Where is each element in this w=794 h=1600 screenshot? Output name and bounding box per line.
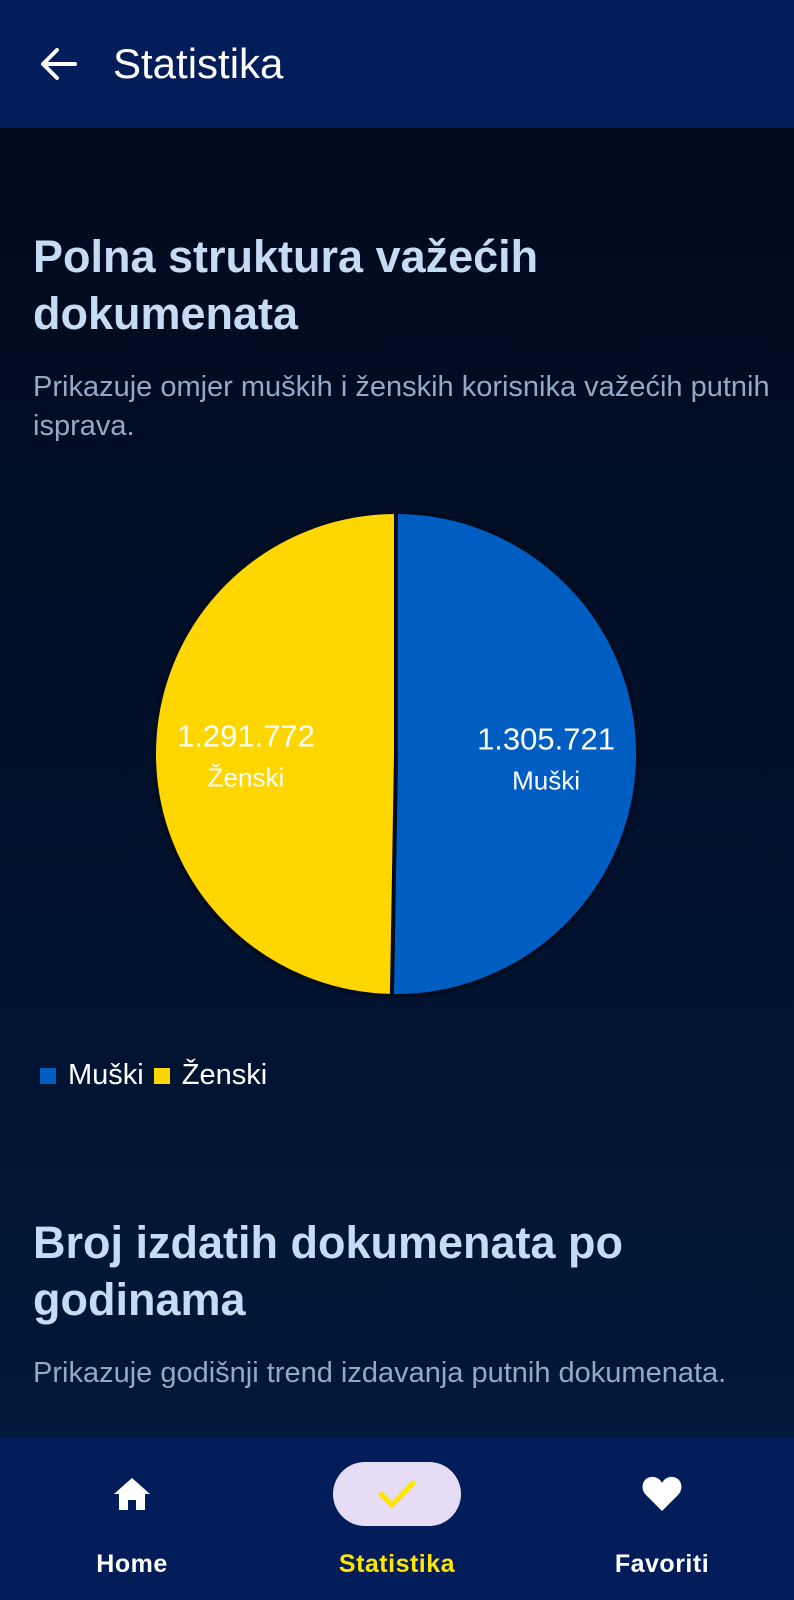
pie-value-label-zenski: 1.291.772 [177, 719, 315, 754]
legend-label-zenski: Ženski [181, 1059, 268, 1091]
pie-slice-muski [389, 509, 640, 998]
top-app-bar: Statistika [0, 0, 794, 128]
yearly-section-title: Broj izdatih dokumenata po godinama [33, 1217, 624, 1325]
bottom-navigation: Home Statistika Favoriti [0, 1438, 794, 1600]
nav-home-icon-wrap [68, 1462, 196, 1526]
nav-statistika-icon-wrap [333, 1462, 461, 1526]
gender-section-description: Prikazuje omjer muških i ženskih korisni… [33, 371, 770, 442]
gender-pie-chart: 1.305.721 Muški 1.291.772 Ženski [150, 508, 642, 1000]
nav-statistika[interactable]: Statistika [265, 1438, 529, 1600]
yearly-section-description: Prikazuje godišnji trend izdavanja putni… [33, 1357, 727, 1389]
gender-section-title: Polna struktura važećih dokumenata [33, 231, 539, 339]
legend-item-zenski: Ženski [153, 1059, 268, 1092]
nav-statistika-label: Statistika [338, 1550, 456, 1578]
pie-name-label-zenski: Ženski [208, 763, 285, 793]
nav-favoriti[interactable]: Favoriti [530, 1438, 794, 1600]
nav-favoriti-label: Favoriti [614, 1550, 710, 1578]
heart-icon [642, 1476, 682, 1511]
page-title: Statistika [113, 40, 284, 87]
pie-slice-zenski [152, 509, 398, 999]
arrow-left-icon [41, 48, 77, 80]
pie-svg: 1.305.721 Muški 1.291.772 Ženski [152, 509, 640, 999]
nav-home-label: Home [96, 1550, 168, 1578]
pie-name-label-muski: Muški [512, 765, 580, 795]
legend-swatch-zenski [153, 1067, 170, 1084]
check-icon [378, 1480, 416, 1508]
chart-legend: Muški Ženski [40, 1059, 277, 1092]
legend-swatch-muski [40, 1067, 56, 1084]
home-icon [114, 1478, 150, 1510]
pie-value-label-muski: 1.305.721 [477, 721, 615, 756]
legend-item-muski: Muški [40, 1059, 144, 1092]
scroll-content[interactable]: Polna struktura važećih dokumenata Prika… [0, 128, 794, 1438]
nav-home[interactable]: Home [0, 1438, 264, 1600]
back-button[interactable] [34, 40, 82, 88]
nav-favoriti-icon-wrap [598, 1462, 726, 1526]
legend-label-muski: Muški [68, 1059, 144, 1091]
